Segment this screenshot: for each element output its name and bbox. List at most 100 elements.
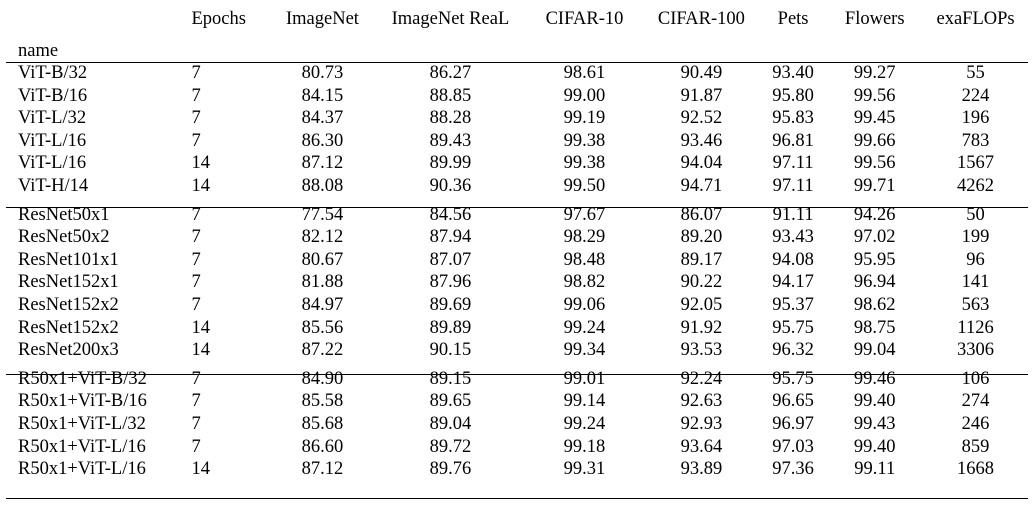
- cell-cifar100: 89.17: [680, 249, 723, 270]
- cell-cifar10: 99.00: [563, 85, 606, 106]
- column-header-exaflops: exaFLOPs: [936, 9, 1015, 29]
- cell-pets: 97.36: [772, 459, 814, 480]
- cell-pets: 95.80: [772, 85, 814, 106]
- cell-cifar100: 94.71: [680, 176, 723, 197]
- cell-pets: 95.37: [772, 294, 814, 315]
- table-bottom-rule: [6, 498, 1028, 499]
- results-table: Epochs ImageNet ImageNet ReaL CIFAR-10 C…: [6, 8, 1028, 481]
- table-row: ResNet200x3 14 87.22 90.15 99.34 93.53 96.32 99…: [6, 339, 1028, 365]
- table-row: ResNet101x1 7 80.67 87.07 98.48 89.17 94.08 95.…: [6, 249, 1028, 272]
- cell-pets: 95.75: [772, 317, 814, 338]
- cell-cifar100: 92.24: [680, 368, 723, 389]
- cell-cifar100: 93.53: [680, 340, 723, 361]
- cell-epochs: 14: [191, 176, 210, 197]
- cell-exaflops: 1567: [957, 153, 995, 174]
- cell-cifar10: 99.50: [563, 176, 606, 197]
- table-row: ResNet152x2 14 85.56 89.89 99.24 91.92 95.75 98…: [6, 317, 1028, 340]
- cell-imagenet-real: 87.96: [429, 272, 472, 293]
- cell-flowers: 99.43: [853, 413, 896, 434]
- cell-imagenet: 87.12: [301, 459, 344, 480]
- cell-imagenet-real: 84.56: [429, 204, 472, 225]
- cell-pets: 91.11: [772, 204, 814, 225]
- cell-imagenet: 77.54: [301, 204, 344, 225]
- cell-exaflops: 859: [961, 436, 990, 457]
- cell-exaflops: 563: [961, 294, 990, 315]
- cell-exaflops: 141: [961, 272, 990, 293]
- cell-name: ViT-L/16: [18, 130, 87, 151]
- cell-cifar10: 99.01: [563, 368, 606, 389]
- cell-epochs: 7: [191, 130, 201, 151]
- cell-flowers: 99.46: [853, 368, 896, 389]
- cell-name: ResNet50x1: [18, 204, 110, 225]
- cell-cifar10: 97.67: [563, 204, 606, 225]
- cell-cifar10: 99.34: [563, 340, 606, 361]
- table-row: ViT-L/32 7 84.37 88.28 99.19 92.52 95.83 99.45 1…: [6, 107, 1028, 130]
- cell-imagenet-real: 89.72: [429, 436, 472, 457]
- cell-name: ResNet50x2: [18, 227, 110, 248]
- cell-epochs: 7: [191, 294, 201, 315]
- cell-epochs: 7: [191, 391, 201, 412]
- cell-name: ViT-L/16: [18, 153, 87, 174]
- cell-cifar10: 99.31: [563, 459, 606, 480]
- cell-epochs: 7: [191, 204, 201, 225]
- cell-epochs: 14: [191, 340, 210, 361]
- index-label-name: name: [18, 40, 59, 61]
- cell-cifar10: 98.82: [563, 272, 606, 293]
- cell-pets: 97.11: [772, 176, 814, 197]
- cell-imagenet-real: 89.69: [429, 294, 472, 315]
- cell-pets: 94.08: [772, 249, 814, 270]
- cell-epochs: 14: [191, 317, 210, 338]
- table-top-rule: [6, 62, 1028, 63]
- cell-name: ViT-B/16: [18, 85, 88, 106]
- cell-flowers: 99.04: [853, 340, 896, 361]
- table-row: ResNet50x1 7 77.54 84.56 97.67 86.07 91.11 94.2…: [6, 201, 1028, 227]
- cell-exaflops: 246: [961, 413, 990, 434]
- table-header: Epochs ImageNet ImageNet ReaL CIFAR-10 C…: [6, 8, 1028, 62]
- table-row: ResNet152x2 7 84.97 89.69 99.06 92.05 95.37 98.…: [6, 294, 1028, 317]
- cell-imagenet-real: 89.65: [429, 391, 472, 412]
- cell-cifar100: 93.89: [680, 459, 723, 480]
- cell-epochs: 7: [191, 413, 201, 434]
- cell-name: ViT-B/32: [18, 63, 88, 84]
- cell-flowers: 99.40: [853, 391, 896, 412]
- cell-epochs: 14: [191, 153, 210, 174]
- cell-imagenet: 84.90: [301, 368, 344, 389]
- cell-name: ResNet200x3: [18, 340, 119, 361]
- cell-exaflops: 783: [961, 130, 990, 151]
- cell-flowers: 99.27: [853, 63, 896, 84]
- cell-imagenet-real: 89.76: [429, 459, 472, 480]
- table-row: ViT-H/14 14 88.08 90.36 99.50 94.71 97.11 99.71…: [6, 175, 1028, 201]
- cell-flowers: 99.71: [853, 176, 896, 197]
- cell-flowers: 99.56: [853, 85, 896, 106]
- cell-flowers: 96.94: [853, 272, 896, 293]
- group-divider-rule: [6, 374, 1028, 375]
- cell-name: ResNet152x1: [18, 272, 119, 293]
- table-row: R50x1+ViT-L/16 7 86.60 89.72 99.18 93.64 97.03…: [6, 436, 1028, 459]
- cell-exaflops: 106: [961, 368, 990, 389]
- cell-cifar10: 99.19: [563, 108, 606, 129]
- cell-name: ViT-L/32: [18, 108, 87, 129]
- cell-pets: 97.03: [772, 436, 814, 457]
- cell-cifar100: 91.87: [680, 85, 723, 106]
- group-divider-rule: [6, 207, 1028, 208]
- cell-imagenet-real: 89.99: [429, 153, 472, 174]
- cell-name: ViT-H/14: [18, 176, 89, 197]
- cell-name: ResNet101x1: [18, 249, 119, 270]
- table-row: R50x1+ViT-L/32 7 85.68 89.04 99.24 92.93 96.97…: [6, 413, 1028, 436]
- cell-cifar100: 92.05: [680, 294, 723, 315]
- cell-flowers: 98.62: [853, 294, 896, 315]
- cell-imagenet: 86.60: [301, 436, 344, 457]
- cell-cifar10: 99.18: [563, 436, 606, 457]
- cell-exaflops: 50: [966, 204, 985, 225]
- cell-cifar100: 93.64: [680, 436, 723, 457]
- table-row: ViT-B/16 7 84.15 88.85 99.00 91.87 95.80 99.56 2…: [6, 85, 1028, 108]
- table-row: ResNet50x2 7 82.12 87.94 98.29 89.20 93.43 97.0…: [6, 226, 1028, 249]
- cell-cifar10: 99.14: [563, 391, 606, 412]
- cell-flowers: 99.56: [853, 153, 896, 174]
- cell-imagenet-real: 90.36: [429, 176, 472, 197]
- cell-pets: 93.43: [772, 227, 814, 248]
- cell-exaflops: 1126: [957, 317, 994, 338]
- column-header-imagenet: ImageNet: [285, 9, 359, 29]
- cell-flowers: 94.26: [853, 204, 896, 225]
